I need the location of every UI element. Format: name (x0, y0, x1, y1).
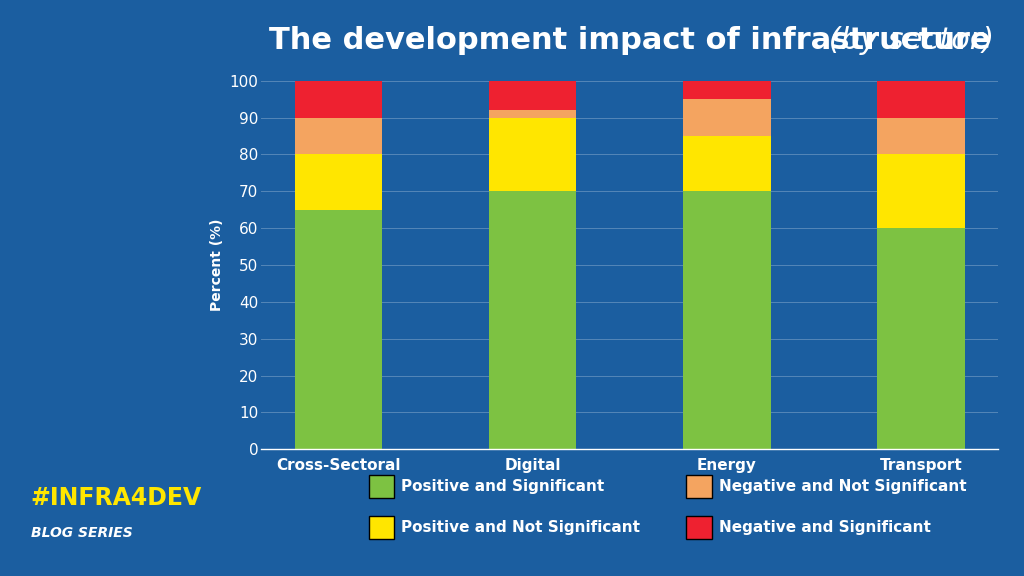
Bar (878, 81, 965, 118)
Bar (295, 118, 382, 154)
Bar (683, 136, 771, 191)
Text: Positive and Not Significant: Positive and Not Significant (401, 520, 640, 535)
Text: Negative and Significant: Negative and Significant (719, 520, 931, 535)
Text: The development impact of infrastructure: The development impact of infrastructure (269, 26, 990, 55)
Bar (878, 118, 965, 154)
Bar (683, 191, 771, 449)
Y-axis label: Percent (%): Percent (%) (210, 219, 224, 311)
Bar (488, 191, 577, 449)
Bar (488, 81, 577, 110)
Text: BLOG SERIES: BLOG SERIES (31, 526, 132, 540)
Bar (488, 110, 577, 118)
Text: (by sector): (by sector) (818, 26, 994, 55)
Bar (878, 228, 965, 449)
Bar (878, 154, 965, 228)
Text: Negative and Not Significant: Negative and Not Significant (719, 479, 967, 494)
Bar (295, 210, 382, 449)
Bar (683, 81, 771, 99)
Bar (488, 118, 577, 191)
Text: #INFRA4DEV: #INFRA4DEV (31, 486, 202, 510)
Bar (295, 154, 382, 210)
Bar (683, 99, 771, 136)
Bar (295, 81, 382, 118)
Text: Positive and Significant: Positive and Significant (401, 479, 604, 494)
